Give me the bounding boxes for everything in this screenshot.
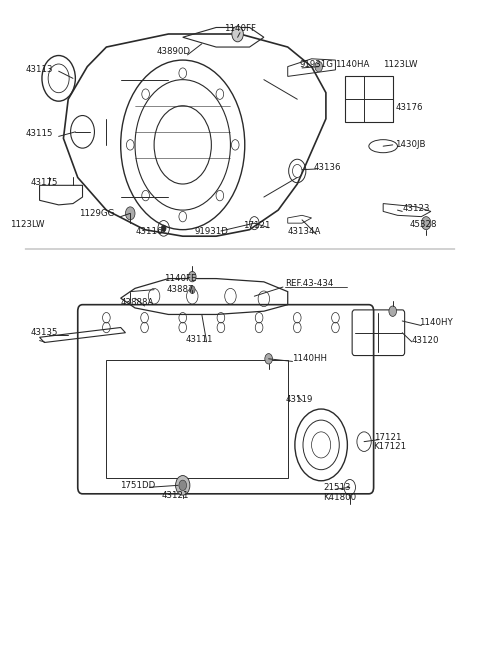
Text: 43116: 43116	[135, 227, 163, 236]
Text: 43113: 43113	[26, 65, 53, 74]
Circle shape	[190, 286, 195, 293]
Text: 1140HA: 1140HA	[336, 60, 370, 69]
Text: 43887: 43887	[167, 285, 194, 294]
Circle shape	[232, 26, 243, 42]
Text: 1430JB: 1430JB	[395, 140, 426, 149]
Text: 43111: 43111	[186, 335, 213, 344]
Circle shape	[125, 207, 135, 220]
Text: 91931D: 91931D	[194, 227, 228, 236]
Text: 43120: 43120	[412, 336, 439, 345]
Text: 43175: 43175	[31, 178, 58, 187]
Text: 1140FF: 1140FF	[224, 24, 256, 33]
Text: 21513: 21513	[324, 483, 351, 492]
Text: 43119: 43119	[286, 395, 313, 403]
Circle shape	[421, 217, 431, 230]
Text: 91931G: 91931G	[300, 60, 334, 69]
Text: 1140HH: 1140HH	[292, 354, 327, 364]
Text: K41800: K41800	[324, 493, 357, 502]
Text: 17121: 17121	[373, 432, 401, 441]
Text: 43134A: 43134A	[288, 227, 321, 236]
Text: 45328: 45328	[409, 220, 437, 229]
Text: 1129GG: 1129GG	[79, 209, 115, 218]
Text: 43176: 43176	[395, 103, 422, 111]
Text: 1140HY: 1140HY	[419, 318, 453, 327]
Text: 1140FE: 1140FE	[164, 274, 197, 283]
Text: 43135: 43135	[31, 328, 58, 337]
Circle shape	[389, 306, 396, 316]
Text: REF.43-434: REF.43-434	[285, 278, 334, 288]
Text: 43115: 43115	[26, 128, 53, 138]
Circle shape	[179, 480, 187, 491]
Text: 43890D: 43890D	[156, 47, 190, 56]
Circle shape	[315, 62, 323, 72]
Text: 43136: 43136	[314, 163, 341, 172]
Circle shape	[189, 271, 196, 282]
Text: 43888A: 43888A	[120, 298, 154, 307]
Text: 43121: 43121	[162, 491, 189, 500]
Text: 1123LW: 1123LW	[383, 60, 418, 69]
Text: 1123LW: 1123LW	[11, 220, 45, 229]
Text: 43123: 43123	[402, 204, 430, 214]
Text: 1751DD: 1751DD	[120, 481, 155, 490]
Circle shape	[161, 225, 166, 232]
Circle shape	[265, 354, 273, 364]
Text: K17121: K17121	[373, 441, 407, 451]
Text: 17121: 17121	[243, 221, 270, 230]
Circle shape	[176, 476, 190, 495]
